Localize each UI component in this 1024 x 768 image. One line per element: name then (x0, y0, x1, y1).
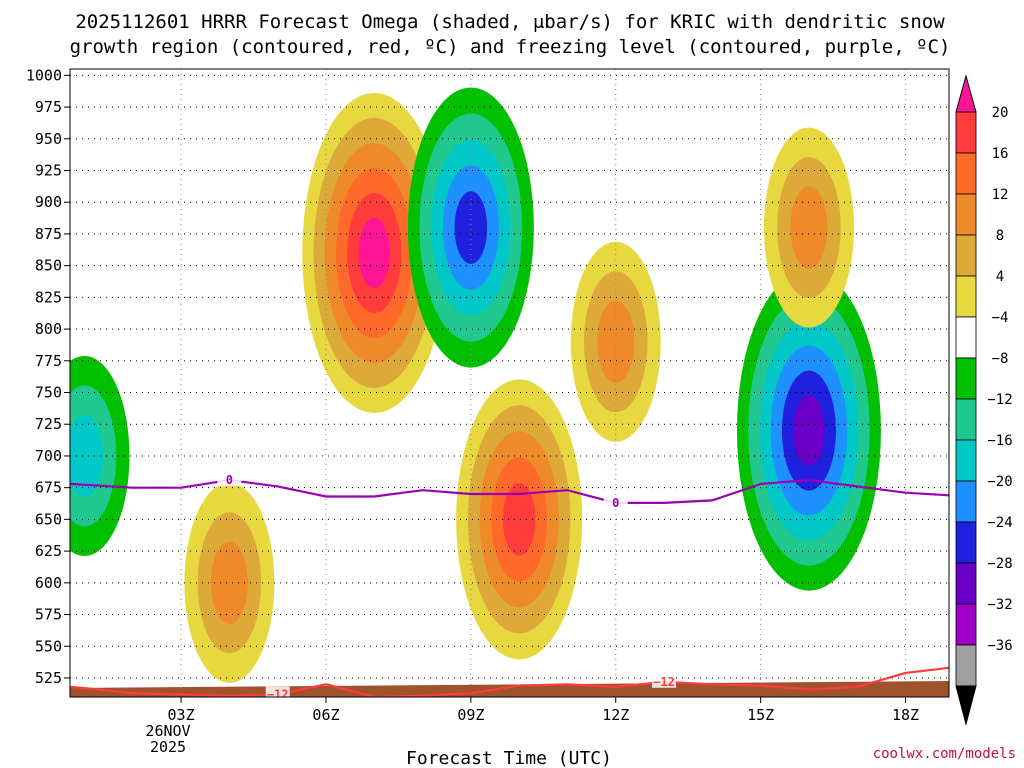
colorbar-label: 20 (992, 105, 1009, 121)
date-label-day: 26NOV (145, 722, 190, 740)
colorbar-label: −32 (987, 597, 1012, 613)
y-axis: 525 550 575 600 625 650 675 700 725 750 775 800 825 8… (26, 66, 70, 687)
colorbar-segment (955, 439, 977, 482)
colorbar-segment (955, 152, 977, 195)
colorbar-segment (955, 234, 977, 277)
colorbar-label: 12 (992, 187, 1009, 203)
colorbar-bottom-arrow (955, 685, 977, 726)
colorbar-top-arrow (955, 74, 977, 113)
colorbar: 20 16 12 8 4 −4 −8 −12 −16 −20 −24 −28 −32 −36 (955, 74, 1013, 726)
date-label-year: 2025 (150, 738, 186, 756)
x-axis: 03Z 06Z 09Z 12Z 15Z 18Z (168, 697, 919, 724)
colorbar-label: −20 (987, 474, 1012, 490)
y-tick-label: 975 (35, 98, 62, 116)
plot-area: −12 −12 0 0 (70, 69, 949, 701)
colorbar-segment (955, 644, 977, 687)
y-tick-label: 775 (35, 352, 62, 370)
y-tick-label: 950 (35, 130, 62, 148)
omega-cell (763, 127, 854, 328)
chart-title-line-2: growth region (contoured, red, ºC) and f… (70, 36, 951, 58)
omega-cell (736, 270, 881, 591)
x-axis-label: Forecast Time (UTC) (406, 748, 612, 768)
omega-contour-band (454, 191, 488, 264)
omega-contour-band (502, 483, 536, 556)
colorbar-label: 8 (996, 228, 1004, 244)
colorbar-label: −36 (987, 638, 1012, 654)
x-tick-label: 18Z (892, 706, 919, 724)
omega-contour-band (358, 217, 391, 288)
y-tick-label: 700 (35, 447, 62, 465)
y-tick-label: 850 (35, 257, 62, 275)
y-tick-label: 900 (35, 193, 62, 211)
colorbar-label: −28 (987, 556, 1012, 572)
x-tick-label: 15Z (747, 706, 774, 724)
freezing-level-line-label: 0 (226, 473, 233, 487)
x-tick-label: 03Z (168, 706, 195, 724)
y-tick-label: 800 (35, 320, 62, 338)
colorbar-label: 16 (992, 146, 1009, 162)
omega-contour-band (210, 541, 248, 624)
omega-cell (70, 355, 130, 556)
x-tick-label: 12Z (602, 706, 629, 724)
y-tick-label: 925 (35, 161, 62, 179)
chart-title-line-1: 2025112601 HRRR Forecast Omega (shaded, … (75, 11, 945, 33)
omega-cell (570, 241, 661, 442)
colorbar-segment (955, 562, 977, 605)
colorbar-segment (955, 357, 977, 400)
colorbar-segment (955, 111, 977, 154)
freezing-level-line-label: 0 (612, 496, 619, 510)
y-tick-label: 625 (35, 542, 62, 560)
y-tick-label: 550 (35, 637, 62, 655)
freezing-level-line-label-bg (603, 494, 628, 509)
colorbar-label: −24 (987, 515, 1012, 531)
y-tick-label: 575 (35, 606, 62, 624)
freezing-level-line-label-bg (217, 472, 242, 487)
y-tick-label: 650 (35, 510, 62, 528)
omega-cell (456, 379, 583, 660)
omega-cell (184, 482, 275, 683)
colorbar-label: −8 (992, 351, 1009, 367)
colorbar-segment (955, 603, 977, 646)
omega-contour-band (597, 300, 635, 383)
dgz-contour-line-label: −12 (267, 687, 289, 701)
colorbar-segment (955, 193, 977, 236)
y-tick-label: 875 (35, 225, 62, 243)
omega-contour-band (793, 395, 825, 466)
gridlines (70, 69, 949, 697)
colorbar-segment (955, 521, 977, 564)
colorbar-label: 4 (996, 269, 1004, 285)
omega-cell (302, 92, 447, 413)
colorbar-label: −4 (992, 310, 1009, 326)
omega-contour-band (790, 186, 828, 269)
y-tick-label: 1000 (26, 66, 62, 84)
dgz-contour-line (70, 666, 949, 697)
y-tick-label: 675 (35, 479, 62, 497)
y-tick-label: 525 (35, 669, 62, 687)
x-tick-label: 09Z (457, 706, 484, 724)
colorbar-segment (955, 398, 977, 441)
colorbar-label: −12 (987, 392, 1012, 408)
y-tick-label: 600 (35, 574, 62, 592)
omega-contour-band (70, 414, 104, 498)
colorbar-segment (955, 480, 977, 523)
x-tick-label: 06Z (312, 706, 339, 724)
dgz-contour-line-label-bg (265, 686, 290, 697)
y-tick-label: 725 (35, 415, 62, 433)
contour-lines: −12 −12 0 0 (70, 472, 949, 701)
plot-frame (69, 68, 950, 698)
colorbar-segment (955, 275, 977, 318)
dgz-contour-line-label: −12 (653, 675, 675, 689)
y-tick-label: 825 (35, 288, 62, 306)
credit-text: coolwx.com/models (873, 746, 1016, 762)
dgz-contour-line-label-bg (652, 673, 677, 688)
y-tick-label: 750 (35, 384, 62, 402)
colorbar-label: −16 (987, 433, 1012, 449)
colorbar-segment (955, 316, 977, 359)
